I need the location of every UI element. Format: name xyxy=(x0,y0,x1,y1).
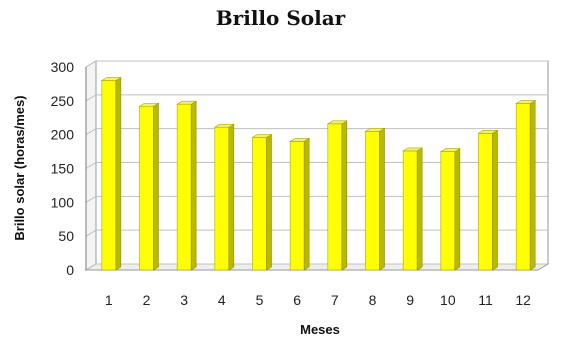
bar-front xyxy=(515,103,531,271)
bar xyxy=(100,77,122,271)
bar-side xyxy=(303,137,310,271)
x-tick-label: 6 xyxy=(293,292,301,308)
bar-side xyxy=(379,127,385,271)
bar xyxy=(176,100,198,271)
bar-front xyxy=(365,130,380,271)
x-tick-label: 5 xyxy=(256,292,264,308)
bar-top xyxy=(176,100,198,105)
bar-top xyxy=(289,138,311,142)
bar-front xyxy=(214,126,230,271)
bar-side xyxy=(529,100,536,271)
x-tick-label: 12 xyxy=(515,292,531,308)
gridline xyxy=(85,263,548,271)
bar-top xyxy=(100,77,122,81)
bar-front xyxy=(327,123,343,271)
y-tick-label: 250 xyxy=(51,93,75,109)
y-axis-title: Brillo solar (horas/mes) xyxy=(12,95,27,240)
x-tick-label: 8 xyxy=(369,292,377,308)
x-axis-title: Meses xyxy=(300,322,340,337)
gridline xyxy=(85,60,548,68)
bar xyxy=(364,127,386,271)
bar xyxy=(326,120,348,271)
y-tick-label: 100 xyxy=(51,194,75,210)
bar-front xyxy=(402,150,418,271)
bar-side xyxy=(190,100,197,271)
x-tick-label: 4 xyxy=(218,292,226,308)
x-tick-label: 1 xyxy=(105,292,113,308)
bar xyxy=(402,147,424,271)
bar-side xyxy=(492,129,498,271)
y-tick-label: 150 xyxy=(51,161,75,177)
bar xyxy=(289,137,311,271)
bar-side xyxy=(228,123,235,271)
x-tick-labels: 1 2 3 4 5 6 7 8 9 10 11 12 xyxy=(105,292,531,308)
bar-top xyxy=(515,100,537,104)
bar-side xyxy=(454,148,461,271)
gridlines xyxy=(85,60,548,271)
bar-top xyxy=(213,123,235,128)
bars xyxy=(100,77,537,271)
bar-top xyxy=(251,134,273,138)
bar xyxy=(251,133,273,271)
x-tick-label: 3 xyxy=(180,292,188,308)
x-tick-label: 9 xyxy=(406,292,414,308)
y-tick-label: 0 xyxy=(66,262,74,278)
bar-front xyxy=(440,151,456,271)
y-tick-label: 200 xyxy=(51,127,75,143)
bar-top xyxy=(439,148,461,152)
bar-side xyxy=(341,120,348,271)
bar-top xyxy=(477,130,499,134)
x-tick-label: 10 xyxy=(440,292,456,308)
bar-side xyxy=(115,77,122,271)
bar xyxy=(138,102,160,271)
bar-front xyxy=(139,105,154,271)
bar xyxy=(515,100,537,271)
bar-front xyxy=(101,80,117,271)
chart-title: Brillo Solar xyxy=(215,6,346,30)
bar xyxy=(439,148,461,271)
bar-front xyxy=(176,103,192,271)
bar-top xyxy=(364,127,386,132)
y-tick-label: 300 xyxy=(51,59,75,75)
gridline xyxy=(85,195,548,203)
bar-side xyxy=(266,133,272,271)
bar-front xyxy=(252,137,267,271)
x-tick-label: 7 xyxy=(331,292,339,308)
bar xyxy=(477,129,499,271)
gridline xyxy=(85,162,548,169)
y-tick-label: 50 xyxy=(58,228,74,244)
gridline xyxy=(85,128,548,136)
bar xyxy=(213,123,235,271)
x-tick-label: 2 xyxy=(143,292,151,308)
gridline xyxy=(85,229,548,237)
bar-top xyxy=(326,120,348,125)
x-tick-label: 11 xyxy=(478,292,493,308)
bar-side xyxy=(153,102,159,271)
bar-top xyxy=(402,147,424,152)
gridline xyxy=(85,94,548,102)
y-tick-labels: 0 50 100 150 200 250 300 xyxy=(51,59,75,278)
bar-front xyxy=(478,133,493,271)
bar-side xyxy=(416,147,423,271)
bar-front xyxy=(289,141,305,271)
bar-top xyxy=(138,102,160,107)
